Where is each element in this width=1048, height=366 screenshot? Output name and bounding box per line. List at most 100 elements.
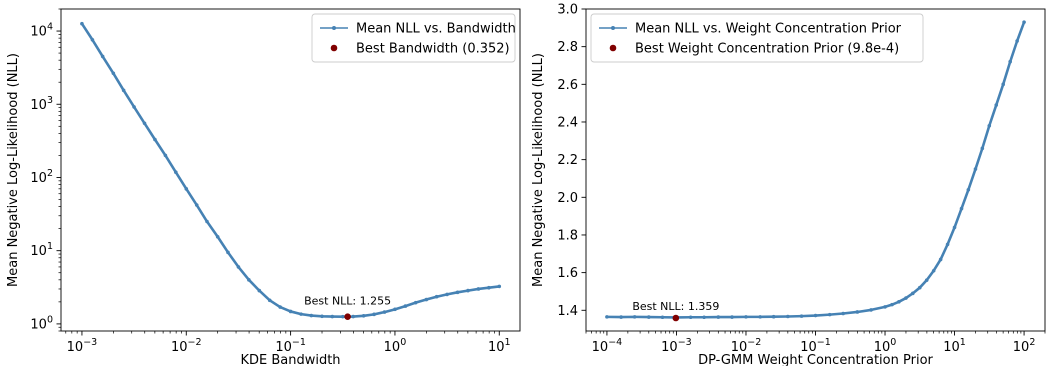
series-point <box>487 285 491 290</box>
series-point <box>890 302 894 307</box>
x-axis-label: DP-GMM Weight Concentration Prior <box>698 353 933 366</box>
series-point <box>799 314 804 318</box>
series-point <box>994 103 999 107</box>
series-point <box>288 309 293 314</box>
x-tick-label: 10−3 <box>67 337 98 355</box>
legend-marker-swatch <box>611 26 615 30</box>
series-point <box>257 288 262 293</box>
y-tick-label: 104 <box>30 22 53 40</box>
series-point <box>1001 82 1006 87</box>
series-point <box>1015 39 1019 43</box>
y-tick-label: 1.8 <box>557 228 578 243</box>
x-tick-label: 10−1 <box>275 337 306 355</box>
series-point <box>497 284 502 289</box>
series-point <box>142 121 147 126</box>
legend: Mean NLL vs. Weight Concentration Prior B… <box>590 13 924 63</box>
series-point <box>278 305 282 309</box>
y-tick-label: 101 <box>30 241 53 259</box>
y-tick-label: 102 <box>30 168 53 186</box>
series-point <box>153 137 157 142</box>
x-tick-label: 10−2 <box>171 337 202 355</box>
legend-best-swatch <box>609 44 617 52</box>
series-point <box>476 287 481 291</box>
y-tick-label: 100 <box>30 314 53 332</box>
y-tick-label: 2.6 <box>557 78 578 93</box>
legend-box <box>590 13 924 63</box>
y-tick-label: 2.8 <box>557 40 578 55</box>
x-tick-label: 10−4 <box>592 337 623 355</box>
series-point <box>361 314 366 318</box>
series-point <box>959 206 964 211</box>
x-tick-label: 100 <box>874 337 897 355</box>
series-point <box>987 123 992 128</box>
y-tick-label: 103 <box>30 95 53 113</box>
series-point <box>730 315 734 319</box>
series-point <box>744 315 748 319</box>
legend-label: Best Bandwidth (0.352) <box>356 42 510 57</box>
best-point <box>344 313 351 320</box>
series-point <box>111 71 116 76</box>
series-point <box>980 146 985 151</box>
series-point <box>869 308 873 312</box>
series-line <box>80 22 501 318</box>
series-point <box>320 314 324 319</box>
series-point <box>309 313 314 318</box>
series-point <box>132 105 136 109</box>
series-point <box>121 88 126 93</box>
series-point <box>413 300 418 305</box>
series-point <box>688 315 693 320</box>
series-point <box>100 54 105 59</box>
series-point <box>340 314 345 319</box>
series-point <box>931 268 936 273</box>
series-point <box>299 312 303 316</box>
series-point <box>758 315 762 319</box>
series-point <box>205 219 209 224</box>
series-point <box>215 234 220 239</box>
series-point <box>194 203 199 207</box>
series-point <box>163 153 168 158</box>
y-axis-label: Mean Negative Log-Likelihood (NLL) <box>531 53 546 287</box>
legend-label: Best Weight Concentration Prior (9.8e-4) <box>635 42 899 57</box>
series-point <box>813 313 818 318</box>
series-point <box>382 310 387 314</box>
best-annotation: Best NLL: 1.359 <box>632 300 719 313</box>
y-tick-label: 1.6 <box>557 266 578 281</box>
series-point <box>236 265 241 269</box>
x-tick-label: 101 <box>943 337 966 355</box>
series-point <box>226 250 230 255</box>
series-point <box>267 298 272 303</box>
y-axis-label: Mean Negative Log-Likelihood (NLL) <box>6 53 21 287</box>
series-point <box>827 312 832 317</box>
series-point <box>786 314 790 319</box>
legend-label: Mean NLL vs. Weight Concentration Prior <box>635 22 902 37</box>
series-point <box>660 315 665 320</box>
best-annotation: Best NLL: 1.255 <box>304 295 391 308</box>
series-point <box>632 315 637 319</box>
series-point <box>1022 20 1026 24</box>
series-point <box>247 278 251 282</box>
series-point <box>393 307 397 312</box>
series-point <box>434 294 439 299</box>
legend-marker-swatch <box>332 26 336 30</box>
series-point <box>184 187 189 191</box>
series-point <box>702 315 706 320</box>
x-axis-label: KDE Bandwidth <box>240 353 340 366</box>
x-tick-label: 10−1 <box>800 337 831 355</box>
series-point <box>938 257 943 262</box>
y-tick-label: 2.2 <box>557 153 578 168</box>
series-point <box>174 170 178 175</box>
series-point <box>90 37 95 42</box>
y-tick-label: 2.4 <box>557 115 578 130</box>
legend-label: Mean NLL vs. Bandwidth <box>356 22 516 37</box>
series-point <box>966 187 971 192</box>
series-point <box>80 21 84 26</box>
series-point <box>952 225 957 230</box>
series-point <box>904 296 908 300</box>
legend: Mean NLL vs. Bandwidth Best Bandwidth (0.… <box>311 13 516 63</box>
series-point <box>445 292 449 297</box>
series-line <box>605 20 1026 319</box>
series-point <box>424 297 429 302</box>
x-tick-label: 10−3 <box>661 337 692 355</box>
series-point <box>917 285 922 290</box>
